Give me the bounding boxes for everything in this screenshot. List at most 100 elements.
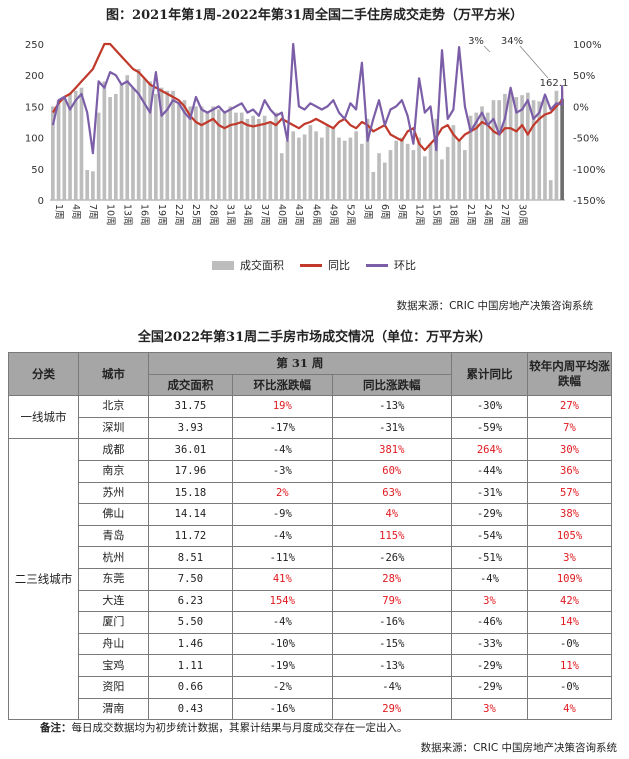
- area-cell: 5.50: [147, 611, 233, 634]
- avg-cell: -0%: [527, 675, 612, 699]
- avg-cell: 11%: [527, 654, 612, 677]
- area-cell: 7.50: [147, 567, 233, 591]
- table-row: 青岛 11.72 -4% 115% -54% 105%: [9, 524, 612, 548]
- header-yoy: 同比涨跌幅: [331, 373, 452, 397]
- x-tick-label: 30周: [516, 204, 527, 226]
- bar: [360, 143, 364, 200]
- x-tick-label: 52周: [345, 204, 356, 226]
- x-tick-label: 1周: [53, 204, 64, 220]
- chart-annotation: 3%: [468, 36, 484, 47]
- header-mom: 环比涨跌幅: [231, 373, 333, 397]
- cum-cell: -31%: [450, 481, 529, 505]
- cum-cell: -46%: [450, 611, 529, 634]
- bar: [537, 101, 542, 200]
- bar: [382, 162, 387, 200]
- header-category: 分类: [8, 351, 79, 397]
- bar: [371, 171, 376, 200]
- bar: [411, 150, 416, 200]
- bar: [543, 98, 547, 200]
- mom-cell: -3%: [231, 459, 333, 483]
- bar: [525, 92, 530, 200]
- bar: [68, 93, 72, 200]
- legend-swatch-mom: [366, 263, 388, 267]
- table-row: 东莞 7.50 41% 28% -4% 109%: [9, 567, 612, 591]
- bar: [445, 146, 450, 200]
- cum-cell: -29%: [450, 675, 529, 699]
- avg-cell: 3%: [527, 546, 612, 569]
- bar: [251, 115, 255, 200]
- header-avg: 较年内周平均涨跌幅: [527, 351, 612, 397]
- city-cell: 青岛: [77, 524, 149, 548]
- bar: [440, 159, 444, 200]
- mom-cell: -4%: [231, 611, 333, 634]
- bar: [319, 137, 324, 200]
- bar: [79, 87, 84, 200]
- city-cell: 大连: [77, 589, 149, 613]
- bar: [485, 112, 490, 200]
- yoy-cell: 381%: [331, 438, 452, 461]
- city-cell: 苏州: [77, 481, 149, 505]
- city-cell: 成都: [77, 438, 149, 461]
- x-tick-label: 22周: [173, 204, 184, 226]
- mom-cell: -10%: [231, 632, 333, 656]
- bar: [400, 137, 404, 200]
- mom-cell: 19%: [231, 395, 333, 418]
- area-cell: 1.46: [147, 632, 233, 656]
- bar: [377, 153, 381, 200]
- bar: [222, 112, 227, 200]
- yoy-cell: -4%: [331, 675, 452, 699]
- bar: [96, 112, 101, 200]
- note: 备注：每日成交数据均为初步统计数据，其累计结果与月度成交存在一定出入。: [40, 720, 408, 735]
- bar: [91, 171, 95, 200]
- y-right-tick-label: -150%: [573, 196, 605, 207]
- cum-cell: -51%: [450, 546, 529, 569]
- bar: [176, 103, 181, 200]
- bar: [348, 137, 353, 200]
- cum-cell: -29%: [450, 503, 529, 526]
- x-tick-label: 28周: [207, 204, 218, 226]
- table-row: 南京 17.96 -3% 60% -44% 36%: [9, 459, 612, 483]
- cum-cell: -54%: [450, 524, 529, 548]
- yoy-cell: -16%: [331, 611, 452, 634]
- legend-item-mom: 环比: [366, 257, 416, 273]
- bar: [428, 143, 433, 200]
- bar: [279, 153, 284, 200]
- city-cell: 厦门: [77, 611, 149, 634]
- y-left-tick-label: 200: [25, 71, 44, 82]
- bar: [182, 100, 187, 200]
- area-cell: 8.51: [147, 546, 233, 569]
- bar: [216, 109, 221, 200]
- trend-chart: 0 50 100 150 200 250 -150% -100% -50% 0% 50% 100% 1周…: [25, 36, 605, 226]
- x-tick-label: 25周: [190, 204, 201, 226]
- mom-cell: -16%: [231, 697, 333, 721]
- y-left-tick-label: 100: [25, 134, 44, 145]
- table-row: 一线城市 北京 31.75 19% -13% -30% 27%: [8, 395, 612, 440]
- bar: [73, 90, 78, 200]
- x-tick-label: 3周: [362, 204, 373, 220]
- y-right-tick-label: -100%: [573, 165, 605, 176]
- chart-source: 数据来源：CRIC 中国房地产决策咨询系统: [396, 300, 593, 312]
- yoy-cell: 63%: [331, 481, 452, 505]
- y-right-tick-label: -50%: [573, 134, 599, 145]
- legend-swatch-yoy: [300, 263, 322, 267]
- bar: [463, 150, 467, 200]
- mom-cell: -2%: [231, 675, 333, 699]
- area-cell: 11.72: [147, 524, 233, 548]
- bar: [434, 118, 439, 200]
- avg-cell: 30%: [527, 438, 612, 461]
- mom-cell: -9%: [231, 503, 333, 526]
- table-row: 厦门 5.50 -4% -16% -46% 14%: [9, 611, 612, 634]
- bar: [257, 118, 261, 200]
- x-tick-label: 7周: [87, 204, 98, 220]
- x-tick-label: 6周: [379, 204, 390, 220]
- bar: [125, 75, 130, 200]
- yoy-cell: 79%: [331, 589, 452, 613]
- cum-cell: -33%: [450, 632, 529, 656]
- y-left-tick-label: 250: [25, 40, 44, 51]
- x-tick-label: 10周: [104, 204, 115, 226]
- table-row: 深圳 3.93 -17% -31% -59% 7%: [9, 416, 612, 440]
- x-tick-label: 27周: [499, 204, 510, 226]
- area-cell: 0.43: [147, 697, 233, 721]
- bar: [314, 131, 318, 200]
- yoy-cell: 115%: [331, 524, 452, 548]
